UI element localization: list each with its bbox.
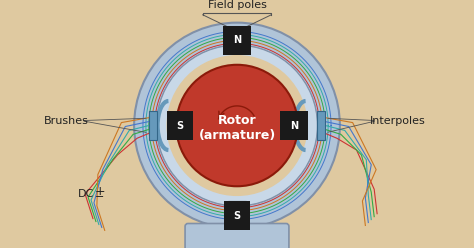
Text: Interpoles: Interpoles (370, 116, 426, 126)
Text: Field poles: Field poles (208, 0, 266, 10)
Circle shape (176, 65, 298, 186)
Text: S: S (177, 121, 184, 130)
Text: (armature): (armature) (199, 129, 275, 142)
Text: N: N (290, 121, 298, 130)
Text: +: + (95, 185, 106, 198)
Circle shape (156, 45, 318, 206)
FancyBboxPatch shape (228, 211, 246, 218)
Text: Rotor: Rotor (218, 114, 256, 127)
Circle shape (156, 45, 318, 206)
Text: N: N (233, 35, 241, 45)
Text: S: S (233, 211, 241, 221)
FancyBboxPatch shape (185, 223, 289, 248)
Text: −: − (95, 192, 104, 202)
FancyBboxPatch shape (149, 111, 156, 140)
FancyBboxPatch shape (228, 40, 246, 48)
Circle shape (134, 23, 340, 228)
FancyBboxPatch shape (318, 111, 325, 140)
Text: Brushes: Brushes (44, 116, 89, 126)
FancyBboxPatch shape (228, 201, 246, 220)
Text: DC: DC (78, 189, 94, 199)
Circle shape (166, 55, 308, 196)
FancyBboxPatch shape (228, 31, 246, 50)
